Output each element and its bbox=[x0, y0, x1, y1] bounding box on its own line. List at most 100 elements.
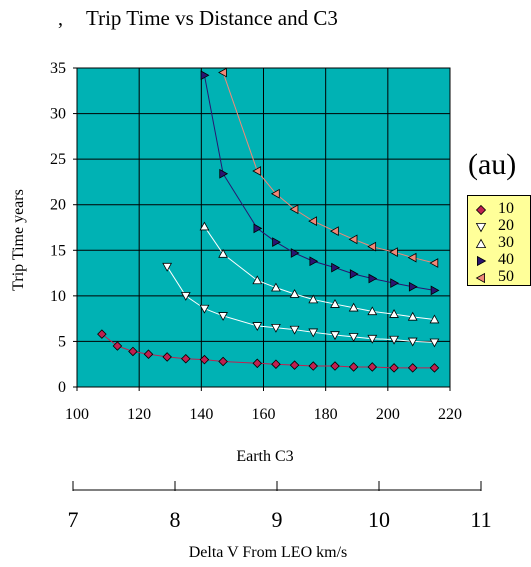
point-30 bbox=[330, 299, 340, 308]
point-10 bbox=[199, 354, 210, 365]
legend-item-40: 40 bbox=[468, 251, 530, 269]
point-20 bbox=[330, 331, 340, 341]
point-40 bbox=[272, 237, 281, 247]
legend-marker-40 bbox=[477, 255, 487, 267]
point-50 bbox=[270, 188, 280, 199]
point-10 bbox=[112, 341, 123, 351]
point-10 bbox=[97, 329, 107, 339]
legend-title: (au) bbox=[468, 148, 517, 181]
point-30 bbox=[367, 306, 378, 316]
point-20 bbox=[348, 333, 359, 342]
point-20 bbox=[308, 328, 319, 338]
legend-label: 50 bbox=[498, 268, 514, 285]
point-10 bbox=[389, 363, 399, 373]
delta-v-tick-label: 9 bbox=[272, 507, 283, 532]
point-50 bbox=[348, 234, 358, 245]
point-10 bbox=[218, 356, 228, 367]
delta-v-tick-label: 7 bbox=[68, 507, 79, 532]
delta-v-axis: 7 8 9 10 11 bbox=[68, 481, 492, 532]
point-10 bbox=[407, 363, 418, 373]
point-40 bbox=[390, 278, 400, 288]
series-line-20 bbox=[166, 266, 435, 343]
point-50 bbox=[389, 247, 398, 257]
point-30 bbox=[199, 221, 210, 231]
point-50 bbox=[218, 67, 227, 78]
point-20 bbox=[162, 262, 173, 272]
legend-item-20: 20 bbox=[468, 217, 530, 235]
legend-item-50: 50 bbox=[468, 268, 530, 286]
point-50 bbox=[407, 252, 417, 263]
point-30 bbox=[407, 311, 418, 321]
point-20 bbox=[252, 322, 263, 331]
legend-marker-20 bbox=[475, 223, 487, 233]
x-axis-label: Earth C3 bbox=[236, 448, 293, 465]
title-mark: , bbox=[58, 8, 63, 30]
series-line-30 bbox=[204, 226, 435, 321]
legend-marker-30 bbox=[475, 238, 487, 248]
series-points bbox=[97, 67, 440, 373]
point-30 bbox=[289, 289, 300, 298]
point-20 bbox=[407, 337, 418, 347]
axes: 100 120 140 160 180 200 220 0 5 10 15 20 25 30 35 bbox=[50, 60, 462, 423]
x-tick-label: 200 bbox=[376, 406, 400, 423]
legend-item-10: 10 bbox=[468, 200, 530, 218]
point-50 bbox=[252, 166, 262, 176]
point-50 bbox=[367, 241, 377, 252]
delta-v-tick-label: 11 bbox=[470, 507, 491, 532]
point-50 bbox=[329, 226, 339, 237]
point-20 bbox=[199, 304, 210, 314]
x-tick-label: 100 bbox=[65, 406, 89, 423]
point-10 bbox=[429, 363, 440, 373]
point-30 bbox=[429, 314, 440, 324]
point-10 bbox=[162, 352, 172, 362]
legend-item-30: 30 bbox=[468, 234, 530, 252]
point-10 bbox=[143, 349, 154, 359]
legend-marker-50 bbox=[475, 272, 485, 284]
point-40 bbox=[430, 285, 440, 296]
x-tick-label: 220 bbox=[438, 406, 462, 423]
x-tick-label: 160 bbox=[252, 406, 276, 423]
x-tick-label: 120 bbox=[127, 406, 151, 423]
point-20 bbox=[429, 338, 440, 348]
point-20 bbox=[180, 292, 191, 301]
point-10 bbox=[367, 362, 378, 372]
point-50 bbox=[308, 216, 317, 226]
legend-marker-10 bbox=[475, 204, 487, 216]
point-50 bbox=[429, 258, 439, 268]
y-tick-label: 35 bbox=[50, 60, 66, 77]
point-40 bbox=[309, 256, 319, 267]
legend-label: 20 bbox=[498, 217, 514, 234]
y-axis-label: Trip Time years bbox=[10, 189, 27, 291]
point-40 bbox=[219, 168, 229, 179]
legend-label: 40 bbox=[498, 251, 514, 268]
point-40 bbox=[253, 223, 263, 234]
point-10 bbox=[289, 360, 300, 370]
gridlines bbox=[77, 68, 450, 387]
point-30 bbox=[252, 275, 263, 285]
y-tick-label: 25 bbox=[50, 151, 66, 168]
chart-title: Trip Time vs Distance and C3 bbox=[86, 6, 338, 30]
point-20 bbox=[289, 325, 300, 335]
delta-v-axis-label: Delta V From LEO km/s bbox=[189, 544, 348, 561]
point-30 bbox=[218, 248, 228, 258]
legend-label: 30 bbox=[498, 234, 514, 251]
point-50 bbox=[289, 204, 299, 215]
point-20 bbox=[367, 334, 378, 344]
point-10 bbox=[330, 361, 340, 371]
y-tick-label: 5 bbox=[58, 333, 66, 350]
y-tick-label: 20 bbox=[50, 197, 66, 214]
point-40 bbox=[331, 262, 341, 273]
y-tick-label: 0 bbox=[58, 379, 66, 396]
point-40 bbox=[200, 70, 210, 81]
point-20 bbox=[218, 312, 228, 321]
point-30 bbox=[271, 282, 281, 292]
x-tick-label: 180 bbox=[314, 406, 338, 423]
point-30 bbox=[348, 302, 359, 312]
point-30 bbox=[308, 294, 319, 304]
x-tick-label: 140 bbox=[189, 406, 213, 423]
point-10 bbox=[308, 361, 318, 371]
point-30 bbox=[389, 309, 399, 318]
point-40 bbox=[349, 269, 359, 279]
point-40 bbox=[290, 248, 300, 258]
